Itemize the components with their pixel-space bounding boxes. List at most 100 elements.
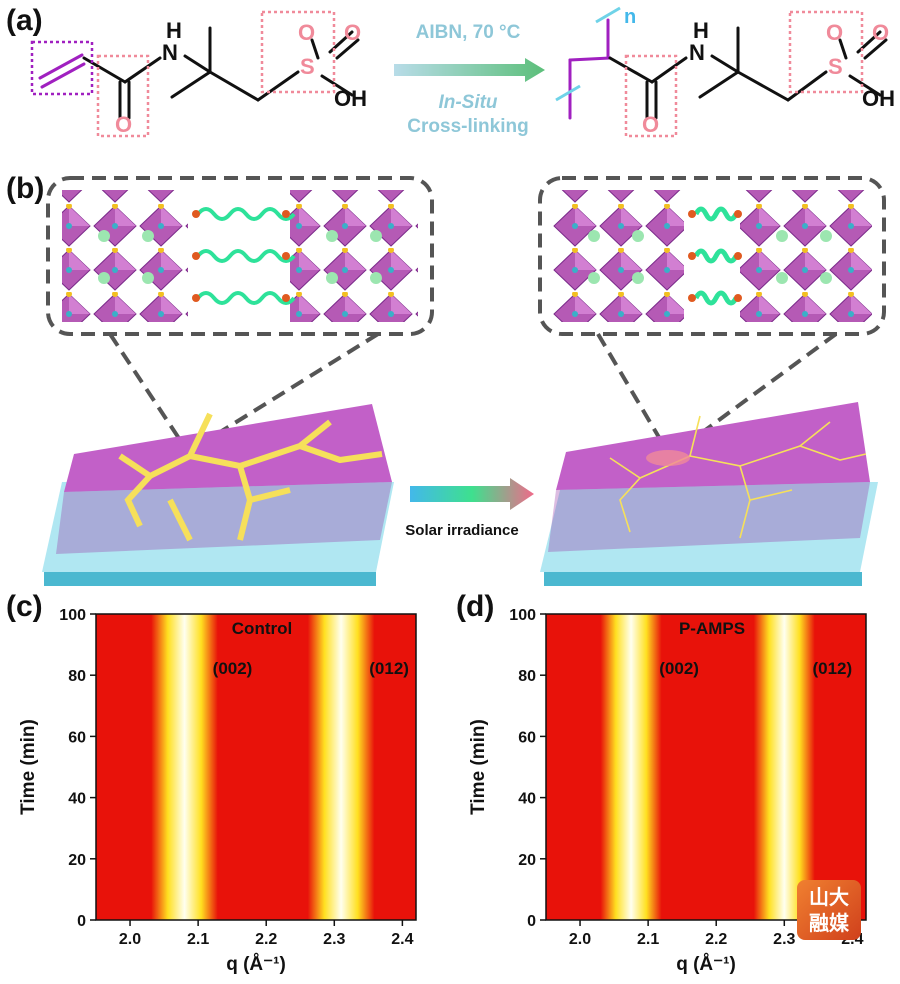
atom-H: H [693, 18, 709, 43]
perovskite-lattice [62, 190, 188, 322]
reaction-insitu: In-Situ [438, 92, 498, 113]
x-tick-label: 2.4 [391, 931, 413, 948]
y-tick-label: 60 [68, 729, 86, 746]
healing-spot [646, 450, 690, 466]
bond [82, 56, 127, 84]
atom-O-sulfonyl: O [872, 20, 890, 45]
bond [170, 70, 212, 99]
reaction-condition: AIBN, 70 °C [415, 22, 521, 43]
cation [370, 272, 382, 284]
bond [608, 56, 654, 84]
polymer-chain [196, 249, 296, 263]
cation [142, 272, 154, 284]
x-tick-label: 2.1 [637, 931, 659, 948]
reaction-crosslinking: Cross-linking [407, 116, 529, 137]
panel-label-c: (c) [6, 590, 43, 623]
substrate-edge [44, 572, 376, 586]
bond [123, 56, 162, 84]
bond [710, 54, 740, 74]
sulfonate-box [788, 10, 864, 94]
peak-annotation: (002) [213, 659, 253, 678]
polymer-chain [196, 207, 296, 221]
atom-N: N [162, 40, 178, 65]
chart-title: P-AMPS [679, 619, 745, 638]
bond [256, 70, 300, 102]
y-tick-label: 40 [518, 791, 536, 808]
x-axis-title: q (Å⁻¹) [676, 954, 736, 975]
zoom-line [668, 332, 838, 458]
backbone-bond [568, 56, 612, 62]
solar-arrow [410, 478, 534, 510]
atom-S: S [828, 54, 843, 79]
atom-OH: OH [862, 86, 895, 111]
bond [786, 70, 828, 102]
panel-label-a: (a) [6, 4, 43, 37]
bond [310, 38, 320, 60]
plot-frame [95, 613, 417, 921]
repeat-unit-n: n [624, 6, 637, 28]
panel-label-b: (b) [6, 172, 45, 205]
x-tick-label: 2.3 [323, 931, 345, 948]
x-tick-label: 2.2 [255, 931, 277, 948]
perovskite-film-side [56, 482, 392, 554]
polymer-chain-compact [693, 248, 739, 264]
bond [736, 70, 790, 102]
vinyl-bond-double [40, 62, 86, 89]
bond [848, 74, 882, 97]
peak-annotation: (012) [369, 659, 409, 678]
y-tick-label: 80 [518, 668, 536, 685]
bond [320, 74, 354, 97]
cation [326, 272, 338, 284]
bond [335, 38, 360, 60]
carbonyl-box [624, 54, 678, 138]
substrate-edge [544, 572, 862, 586]
chain-end-mark [595, 6, 621, 24]
chart-title: Control [232, 619, 292, 638]
atom-O-sulfonyl: O [826, 20, 844, 45]
bond [650, 56, 688, 84]
heatmap-chart-control: 2.0 2.1 2.2 2.3 2.4 0 20 40 60 80 100 q (Å⁻¹) Time (… [18, 607, 417, 975]
perovskite-lattice [740, 190, 872, 322]
x-tick-label: 2.0 [569, 931, 591, 948]
atom-O-sulfonyl: O [344, 20, 362, 45]
atom-N: N [689, 40, 705, 65]
perovskite-film-top [64, 404, 392, 492]
reaction-scheme [30, 6, 888, 138]
substrate [540, 482, 878, 572]
x-tick-label: 2.1 [187, 931, 209, 948]
atom-H: H [166, 18, 182, 43]
atom-S: S [300, 54, 315, 79]
reaction-arrow [394, 58, 545, 82]
y-tick-label: 80 [68, 668, 86, 685]
y-tick-label: 0 [527, 913, 536, 930]
vinyl-bond [38, 53, 84, 80]
y-axis-title: Time (min) [468, 719, 489, 815]
scheme-b [42, 176, 886, 586]
zoom-line [596, 332, 672, 458]
heatmap-field [96, 614, 416, 920]
y-tick-label: 100 [509, 607, 536, 624]
panel-label-d: (d) [456, 590, 495, 623]
heatmap-field [546, 614, 866, 920]
perovskite-lattice [290, 190, 418, 322]
atom-O-sulfonyl: O [298, 20, 316, 45]
x-tick-label: 2.3 [773, 931, 795, 948]
x-tick-label: 2.2 [705, 931, 727, 948]
cation [326, 230, 338, 242]
cation [370, 230, 382, 242]
perovskite-film-top [556, 402, 870, 490]
peak-annotation: (002) [659, 659, 699, 678]
watermark-logo: 山大 融媒 [797, 880, 861, 940]
y-tick-label: 20 [68, 852, 86, 869]
carbonyl-box [96, 54, 150, 138]
polymer-chain-compact [693, 206, 739, 222]
zoom-line [108, 332, 190, 454]
cation [98, 272, 110, 284]
y-axis-title: Time (min) [18, 719, 39, 815]
perovskite-film-side [548, 482, 870, 552]
atom-OH: OH [334, 86, 367, 111]
solar-irradiance-label: Solar irradiance [405, 522, 519, 539]
bond [183, 54, 212, 74]
cation [142, 230, 154, 242]
